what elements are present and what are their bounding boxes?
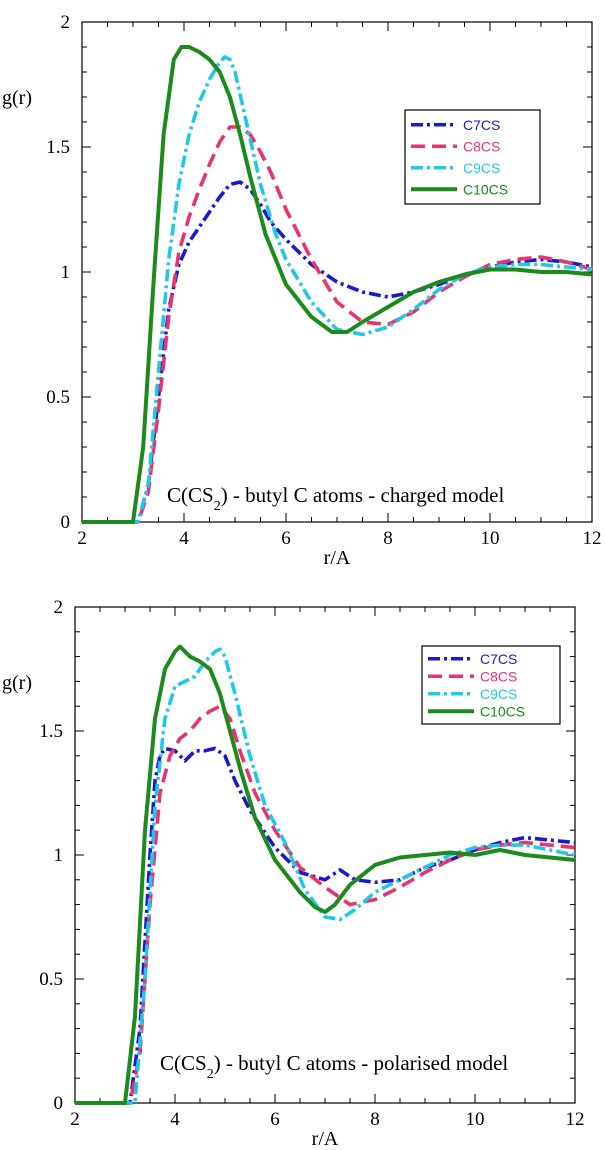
x-tick-label: 6 [281,528,291,549]
chart-panel-1: 2 4 6 8 10 12 0 0.5 1 1.5 2 r/A g(r) C7CS C8CS C9CS C10C… [2,12,602,569]
y-tick-label: 2 [61,12,71,33]
x-tick-label: 6 [270,1109,280,1130]
x-tick-label: 4 [179,528,189,549]
legend-label-c10cs: C10CS [480,703,525,719]
annotation-subscript: 2 [207,1067,214,1082]
x-tick-label: 8 [383,528,393,549]
series-line-c10cs [82,45,593,524]
legend-label-c8cs: C8CS [463,138,500,154]
annotation-post: ) - butyl C atoms - charged model [221,483,505,507]
y-tick-label: 2 [54,597,64,618]
annotation-post: ) - butyl C atoms - polarised model [214,1051,509,1075]
annotation-pre: C(CS [167,483,214,507]
series-line-c8cs [82,125,593,524]
x-tick-label: 10 [466,1109,485,1130]
y-tick-label: 1.5 [46,137,70,158]
x-axis-title: r/A [312,1128,339,1150]
y-tick-label: 0.5 [39,969,63,990]
legend-label-c9cs: C9CS [480,686,517,702]
y-tick-label: 1 [54,845,64,866]
y-tick-label: 0.5 [46,387,70,408]
y-tick-label: 1 [61,262,71,283]
y-tick-label: 1.5 [39,721,63,742]
chart-annotation: C(CS2) - butyl C atoms - polarised model [160,1051,508,1082]
y-tick-label: 0 [54,1093,64,1114]
series-line-c10cs [75,644,576,1105]
series-line-c9cs [75,647,576,1105]
x-tick-label: 2 [70,1109,80,1130]
legend-label-c7cs: C7CS [463,117,500,133]
x-tick-label: 4 [170,1109,180,1130]
y-axis-title: g(r) [2,672,32,694]
x-axis-title: r/A [324,547,351,569]
x-tick-label: 10 [481,528,500,549]
y-axis-title: g(r) [2,87,32,109]
x-tick-label: 2 [77,528,87,549]
chart-annotation: C(CS2) - butyl C atoms - charged model [167,483,504,514]
annotation-subscript: 2 [214,499,221,514]
legend-label-c8cs: C8CS [480,668,517,684]
legend-label-c10cs: C10CS [463,181,508,197]
legend-label-c7cs: C7CS [480,651,517,667]
annotation-pre: C(CS [160,1051,207,1075]
x-tick-label: 8 [370,1109,380,1130]
x-tick-label: 12 [583,528,602,549]
x-tick-label: 12 [566,1109,585,1130]
plot-frame [81,21,593,523]
legend-label-c9cs: C9CS [463,160,500,176]
y-tick-label: 0 [61,512,71,533]
